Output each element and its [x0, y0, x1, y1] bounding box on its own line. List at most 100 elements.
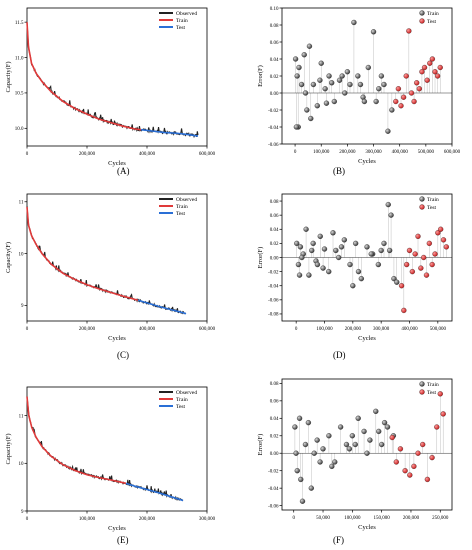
- x-axis-label-c: Cycles: [108, 335, 126, 342]
- test-point-d: [415, 233, 421, 239]
- train-point-f: [384, 424, 391, 430]
- train-point-b: [329, 80, 335, 86]
- train-point-b: [370, 29, 377, 35]
- plot-frame-f: [281, 378, 453, 511]
- train-point-b: [301, 52, 307, 58]
- train-point-f: [317, 459, 323, 465]
- train-point-f: [373, 408, 379, 414]
- x-tick-label-f: 250,000: [432, 516, 449, 521]
- observed-line-c: [26, 205, 187, 315]
- x-tick-label-e: 200,000: [139, 517, 156, 522]
- train-point-d: [320, 265, 326, 271]
- legend-marker-b: [419, 10, 425, 16]
- test-line-c: [137, 299, 187, 315]
- train-point-f: [355, 415, 361, 421]
- y-axis-label-e: Capacity(F): [5, 433, 12, 464]
- train-point-f: [308, 485, 314, 491]
- train-point-b: [365, 64, 371, 71]
- train-point-b: [294, 73, 300, 79]
- test-point-b: [421, 64, 428, 71]
- train-point-f: [367, 437, 373, 443]
- x-tick-label-f: 50,000: [316, 516, 330, 521]
- y-axis-label-f: Error(F): [257, 434, 264, 456]
- y-tick-label-b: -0.02: [268, 109, 279, 114]
- train-point-f: [361, 428, 367, 435]
- observed-line-e: [26, 396, 184, 502]
- x-tick-label-a: 0: [26, 152, 29, 157]
- y-tick-label-b: 0.04: [270, 58, 279, 63]
- train-point-b: [326, 73, 332, 79]
- train-point-d: [350, 283, 356, 289]
- y-axis-label-d: Error(F): [257, 247, 264, 269]
- test-point-b: [403, 73, 409, 79]
- test-point-b: [400, 94, 407, 100]
- x-axis-label-b: Cycles: [358, 158, 376, 165]
- train-point-f: [305, 420, 312, 426]
- y-tick-label-d: -0.08: [268, 313, 279, 318]
- train-point-d: [295, 261, 302, 268]
- train-point-d: [394, 279, 400, 285]
- y-tick-label-d: -0.04: [268, 285, 279, 290]
- train-point-b: [385, 128, 391, 134]
- plot-frame-e: [26, 386, 208, 512]
- train-point-d: [368, 251, 374, 257]
- train-point-d: [306, 272, 312, 278]
- x-axis-label-a: Cycles: [108, 160, 126, 167]
- train-point-b: [293, 124, 300, 130]
- train-point-f: [349, 433, 355, 439]
- x-tick-label-e: 100,000: [79, 517, 96, 522]
- train-point-d: [358, 276, 364, 282]
- train-point-d: [333, 247, 339, 254]
- legend-label-a: Observed: [176, 11, 197, 17]
- y-tick-label-b: -0.06: [268, 143, 279, 148]
- test-point-f: [411, 463, 417, 469]
- train-point-d: [364, 244, 370, 250]
- train-point-d: [387, 247, 393, 254]
- legend-label-c: Test: [176, 211, 186, 217]
- test-point-b: [398, 103, 404, 109]
- y-tick-label-d: 0.00: [270, 256, 279, 261]
- x-tick-label-b: 0: [294, 150, 297, 155]
- train-point-b: [389, 107, 395, 113]
- train-point-d: [347, 261, 353, 268]
- test-point-d: [438, 226, 444, 232]
- test-point-b: [429, 56, 436, 62]
- train-point-b: [378, 73, 385, 79]
- x-tick-label-c: 600,000: [199, 327, 216, 332]
- train-point-b: [317, 77, 323, 83]
- train-point-d: [353, 240, 359, 247]
- x-tick-label-d: 0: [295, 327, 298, 332]
- y-axis-label-c: Capacity(F): [5, 242, 12, 273]
- plot-frame-b: [281, 7, 453, 145]
- y-tick-label-b: 0.08: [270, 24, 279, 29]
- train-point-b: [310, 81, 317, 88]
- legend-label-c: Observed: [176, 197, 197, 203]
- train-point-d: [381, 240, 387, 247]
- test-point-b: [393, 98, 399, 105]
- train-point-d: [355, 268, 362, 275]
- train-point-d: [385, 201, 391, 208]
- x-tick-label-e: 0: [26, 517, 29, 522]
- y-tick-label-f: 0.06: [270, 400, 279, 405]
- legend-marker-f: [419, 389, 425, 395]
- train-point-f: [292, 424, 298, 430]
- train-point-f: [329, 463, 335, 469]
- train-line-e: [26, 396, 127, 485]
- caption-e: (E): [117, 535, 129, 545]
- test-point-b: [437, 64, 443, 71]
- legend-marker-d: [419, 204, 425, 210]
- train-point-b: [322, 86, 328, 92]
- y-tick-label-f: 0.08: [270, 382, 279, 387]
- legend-label-b: Train: [427, 11, 439, 17]
- train-point-f: [379, 441, 385, 448]
- test-point-b: [416, 86, 422, 92]
- train-point-d: [341, 237, 347, 243]
- test-point-f: [434, 424, 440, 430]
- train-point-f: [346, 446, 353, 452]
- train-point-f: [311, 450, 317, 456]
- x-tick-label-b: 500,000: [418, 150, 435, 155]
- test-point-b: [406, 28, 412, 34]
- y-tick-label-a: 10.0: [15, 127, 24, 132]
- y-tick-label-c: 11: [19, 201, 24, 206]
- test-point-f: [429, 454, 435, 461]
